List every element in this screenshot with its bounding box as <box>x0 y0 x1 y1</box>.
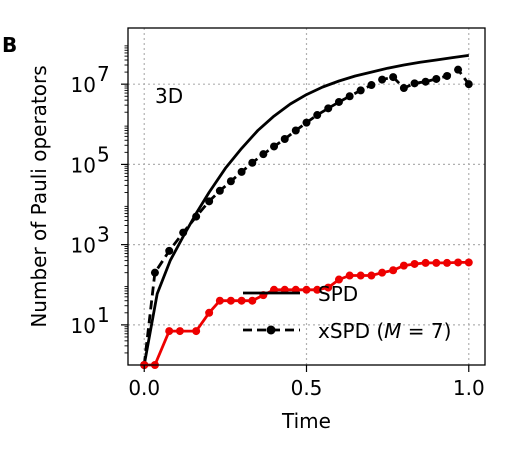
series-marker-1 <box>150 268 159 277</box>
series-marker-2 <box>237 296 246 305</box>
series-marker-1 <box>356 86 365 95</box>
series-marker-2 <box>175 327 184 336</box>
series-marker-1 <box>432 74 441 83</box>
y-tick-label: 10 <box>71 153 96 177</box>
series-marker-1 <box>226 177 235 186</box>
series-marker-2 <box>215 296 224 305</box>
y-tick-label: 10 <box>71 234 96 258</box>
series-marker-2 <box>345 271 354 280</box>
series-marker-2 <box>432 258 441 267</box>
series-marker-1 <box>324 104 333 113</box>
series-marker-1 <box>205 197 214 206</box>
series-marker-1 <box>378 75 387 84</box>
series-marker-2 <box>443 258 452 267</box>
legend-label-spd: SPD <box>318 282 358 306</box>
series-marker-1 <box>334 97 343 106</box>
series-line-0 <box>142 54 469 366</box>
series-marker-1 <box>259 150 268 159</box>
series-marker-2 <box>192 327 201 336</box>
series-marker-2 <box>410 259 419 268</box>
series-marker-2 <box>421 258 430 267</box>
series-marker-1 <box>367 81 376 90</box>
series-marker-1 <box>302 118 311 127</box>
series-marker-1 <box>215 186 224 195</box>
grid <box>128 28 485 365</box>
series-marker-1 <box>165 246 174 255</box>
x-tick-label: 0.5 <box>291 376 323 400</box>
legend-label-prefix: xSPD ( <box>318 319 384 343</box>
series-marker-2 <box>464 258 473 267</box>
y-tick-exponent: 5 <box>97 142 110 166</box>
legend-label-variable: M <box>384 319 401 343</box>
y-axis-label: Number of Pauli operators <box>27 65 51 327</box>
series-marker-1 <box>464 80 473 89</box>
series-marker-1 <box>270 142 279 151</box>
series-marker-2 <box>454 258 463 267</box>
series-marker-2 <box>389 266 398 275</box>
series-marker-2 <box>334 275 343 284</box>
series-marker-2 <box>165 327 174 336</box>
series-marker-2 <box>324 283 333 292</box>
series-marker-1 <box>454 65 463 74</box>
y-tick-exponent: 7 <box>97 62 110 86</box>
series-marker-2 <box>367 271 376 280</box>
legend-label-suffix: = 7) <box>401 319 451 343</box>
series-marker-1 <box>443 71 452 80</box>
y-tick-base: 10 <box>71 314 96 338</box>
x-tick-label: 0.0 <box>128 376 160 400</box>
series-marker-2 <box>378 268 387 277</box>
y-tick-label: 10 <box>71 73 96 97</box>
y-tick-base: 10 <box>71 153 96 177</box>
series-marker-1 <box>192 212 201 221</box>
y-tick-exponent: 3 <box>97 223 110 247</box>
legend-label-xspd: xSPD (M = 7) <box>318 319 451 343</box>
series-marker-2 <box>248 296 257 305</box>
series-marker-1 <box>248 158 257 167</box>
x-tick-label: 1.0 <box>453 376 485 400</box>
dimension-annotation: 3D <box>155 84 183 108</box>
x-axis-label: Time <box>281 409 331 433</box>
series-marker-1 <box>345 92 354 101</box>
series-marker-2 <box>226 296 235 305</box>
series-marker-2 <box>205 308 214 317</box>
legend: SPD xSPD (M = 7) <box>243 282 451 343</box>
series-marker-1 <box>410 79 419 88</box>
legend-marker-xspd <box>266 325 276 335</box>
series-marker-2 <box>313 285 322 294</box>
y-tick-exponent: 1 <box>97 303 110 327</box>
y-tick-base: 10 <box>71 73 96 97</box>
series-marker-1 <box>179 228 188 237</box>
series-marker-1 <box>389 73 398 82</box>
series-marker-2 <box>302 285 311 294</box>
series-marker-1 <box>280 134 289 143</box>
series-marker-1 <box>291 126 300 135</box>
y-tick-label: 10 <box>71 314 96 338</box>
y-tick-base: 10 <box>71 234 96 258</box>
series-marker-1 <box>237 167 246 176</box>
panel-label: B <box>2 33 17 57</box>
series-marker-2 <box>356 271 365 280</box>
series-marker-1 <box>399 84 408 93</box>
series-marker-1 <box>313 111 322 120</box>
series-marker-2 <box>399 261 408 270</box>
series-marker-1 <box>421 77 430 86</box>
